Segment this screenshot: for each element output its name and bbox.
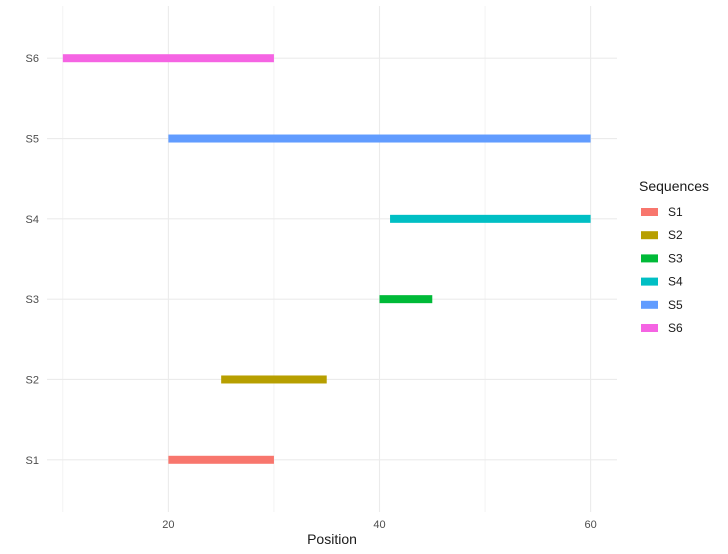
y-tick-label: S1	[26, 455, 39, 467]
y-tick-label: S3	[26, 294, 39, 306]
y-tick-label: S5	[26, 134, 39, 146]
legend-label-s6: S6	[668, 321, 683, 335]
legend-key-s4	[641, 277, 658, 286]
legend-title: Sequences	[639, 178, 709, 194]
y-tick-label: S6	[26, 53, 39, 65]
y-tick-label: S2	[26, 374, 39, 386]
x-tick-label: 60	[584, 519, 596, 531]
legend-label-s1: S1	[668, 205, 683, 219]
legend-label-s5: S5	[668, 298, 683, 312]
x-axis: 20 40 60	[162, 519, 596, 531]
x-tick-label: 40	[373, 519, 385, 531]
y-axis: S1 S2 S3 S4 S5 S6	[26, 53, 39, 467]
grid	[47, 6, 617, 512]
bar-s1	[168, 455, 274, 464]
legend: Sequences S1 S2 S3 S4 S5 S6	[639, 178, 709, 335]
legend-label-s4: S4	[668, 275, 683, 289]
bar-s4	[390, 214, 591, 223]
x-tick-label: 20	[162, 519, 174, 531]
bar-s2	[221, 375, 327, 384]
legend-key-s6	[641, 324, 658, 332]
legend-key-s1	[641, 208, 658, 216]
legend-key-s2	[641, 231, 658, 240]
y-tick-label: S4	[26, 214, 39, 226]
bars	[62, 54, 591, 464]
legend-label-s3: S3	[668, 251, 683, 265]
legend-key-s3	[641, 254, 658, 263]
legend-label-s2: S2	[668, 228, 683, 242]
bar-s3	[379, 295, 433, 304]
bar-s6	[62, 54, 274, 63]
x-axis-title: Position	[307, 531, 357, 547]
bar-s5	[168, 134, 591, 143]
legend-key-s5	[641, 300, 658, 309]
